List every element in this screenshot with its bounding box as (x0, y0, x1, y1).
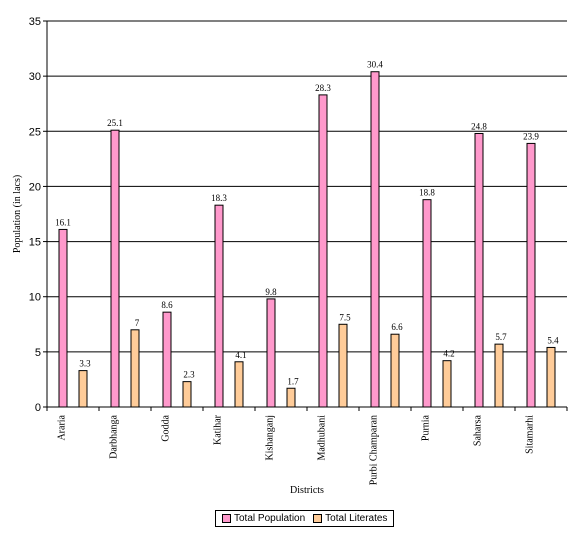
data-label: 24.8 (471, 121, 487, 131)
data-label: 4.1 (235, 350, 246, 360)
y-tick-label: 35 (29, 16, 41, 28)
y-tick-label: 20 (29, 181, 41, 193)
bar (338, 323, 348, 408)
bar (442, 360, 452, 408)
bar (474, 132, 484, 408)
bar (494, 343, 504, 408)
x-axis-title: Districts (290, 485, 324, 496)
legend-label: Total Population (234, 513, 306, 524)
data-label: 23.9 (523, 131, 539, 141)
data-label: 2.3 (183, 370, 195, 380)
bar (422, 199, 432, 408)
legend: Total Population Total Literates (215, 510, 395, 527)
y-tick-label: 15 (29, 237, 41, 249)
data-label: 18.8 (419, 188, 435, 198)
bar (130, 329, 140, 408)
category-label: Madhubani (317, 415, 328, 461)
category-label: Kishanganj (265, 415, 276, 461)
data-label: 5.7 (495, 332, 507, 342)
legend-swatch-total-literates (313, 514, 323, 523)
data-label: 7.5 (339, 312, 351, 322)
bar (286, 387, 296, 408)
legend-swatch-total-population (222, 514, 231, 523)
bar (182, 381, 192, 408)
y-tick-label: 0 (35, 402, 41, 414)
category-label: Godda (161, 414, 172, 441)
data-label: 28.3 (315, 83, 331, 93)
y-tick-label: 25 (29, 126, 41, 138)
bar (162, 311, 172, 408)
bar (546, 346, 556, 408)
legend-item-total-population: Total Population (222, 513, 305, 524)
bar (390, 333, 400, 408)
data-label: 18.3 (211, 193, 227, 203)
category-label: Katihar (213, 414, 224, 445)
y-tick-label: 5 (35, 347, 41, 359)
y-tick-label: 30 (29, 71, 41, 83)
data-label: 25.1 (107, 118, 123, 128)
axes (43, 20, 568, 411)
category-label: Purbi Champaran (369, 415, 380, 485)
data-label: 30.4 (367, 60, 383, 70)
category-label: Araria (57, 414, 68, 440)
legend-label: Total Literates (325, 513, 388, 524)
category-label: Sitamarhi (525, 415, 536, 454)
data-label: 3.3 (79, 359, 91, 369)
category-label: Purnia (421, 414, 432, 441)
bar (214, 204, 224, 408)
data-label: 9.8 (265, 287, 277, 297)
y-tick-label: 10 (29, 292, 41, 304)
bar (78, 370, 88, 408)
data-label: 7 (135, 318, 140, 328)
bar (266, 298, 276, 408)
category-label: Darbhanga (109, 414, 120, 458)
bar (234, 361, 244, 408)
bar (58, 228, 68, 408)
data-label: 4.2 (443, 349, 454, 359)
data-label: 6.6 (391, 322, 403, 332)
labels: 0 5 10 15 20 25 30 35 16.1 3.3 Araria 25.1 7 Darbhang… (29, 16, 559, 485)
bar (110, 129, 120, 408)
bar (318, 94, 328, 408)
data-label: 1.7 (287, 376, 299, 386)
data-label: 16.1 (55, 217, 71, 227)
category-label: Saharsa (473, 414, 484, 446)
data-label: 8.6 (161, 300, 173, 310)
bar (370, 71, 380, 408)
gridlines (47, 20, 567, 353)
bar (526, 142, 536, 408)
bars (58, 71, 556, 408)
legend-item-total-literates: Total Literates (313, 513, 387, 524)
y-axis-title: Population (in lacs) (12, 175, 23, 253)
data-label: 5.4 (547, 335, 559, 345)
